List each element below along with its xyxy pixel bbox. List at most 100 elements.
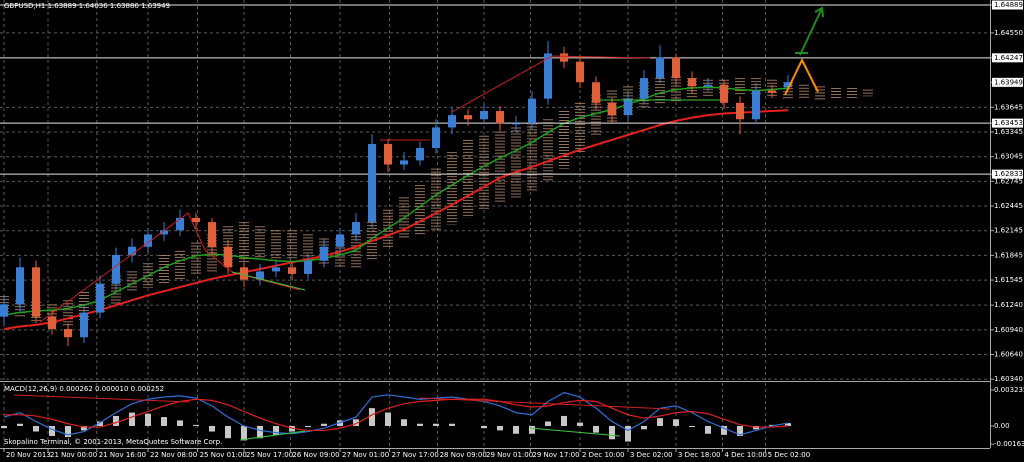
macd-histogram-bar bbox=[65, 425, 71, 438]
x-tick-label: 26 Nov 09:00 bbox=[292, 451, 339, 459]
candle-body bbox=[720, 84, 728, 103]
candle-body bbox=[176, 217, 184, 231]
macd-histogram-bar bbox=[481, 425, 487, 429]
candle-body bbox=[160, 230, 168, 235]
y-tick-label: 1.64889 bbox=[994, 1, 1023, 9]
y-tick-label: 1.60340 bbox=[994, 375, 1023, 383]
trend-line bbox=[451, 55, 651, 113]
candle-body bbox=[496, 111, 504, 124]
macd-histogram-bar bbox=[257, 425, 263, 439]
macd-histogram-bar bbox=[97, 421, 103, 426]
macd-histogram-bar bbox=[577, 422, 583, 426]
candle-body bbox=[368, 143, 376, 223]
annotations bbox=[13, 6, 824, 441]
macd-histogram-bar bbox=[657, 418, 663, 426]
chart-title: GBPUSD,H1 1.63889 1.64036 1.63886 1.6394… bbox=[4, 2, 170, 10]
macd-histogram-bar bbox=[433, 423, 439, 426]
candle-body bbox=[528, 98, 536, 124]
arrow-head bbox=[814, 6, 824, 18]
macd-histogram-bar bbox=[609, 425, 615, 440]
macd-histogram-bar bbox=[385, 412, 391, 426]
candle-body bbox=[480, 111, 488, 120]
macd-histogram-bar bbox=[449, 423, 455, 426]
y-tick-label: 1.63453 bbox=[994, 119, 1023, 127]
candle-body bbox=[624, 98, 632, 116]
macd-histogram-bar bbox=[561, 415, 567, 426]
candle-body bbox=[224, 246, 232, 268]
candle-body bbox=[64, 329, 72, 338]
macd-histogram-bar bbox=[353, 419, 359, 426]
macd-histogram-bar bbox=[529, 425, 535, 434]
candle-body bbox=[688, 78, 696, 87]
y-tick-label: 1.63949 bbox=[994, 78, 1023, 86]
candle-body bbox=[608, 102, 616, 116]
y-tick-label: 1.63345 bbox=[994, 128, 1023, 136]
y-tick-label: 1.63645 bbox=[994, 103, 1023, 111]
x-tick-label: 21 Nov 00:00 bbox=[50, 451, 97, 459]
candle-body bbox=[544, 53, 552, 99]
x-tick-label: 29 Nov 17:00 bbox=[532, 451, 579, 459]
macd-histogram-bar bbox=[225, 425, 231, 439]
candle-body bbox=[272, 267, 280, 272]
price-label-box bbox=[992, 77, 1023, 87]
x-tick-label: 22 Nov 08:00 bbox=[150, 451, 197, 459]
macd-histogram-bar bbox=[625, 425, 631, 442]
candle-body bbox=[512, 123, 520, 125]
candle-body bbox=[672, 57, 680, 79]
macd-histogram-bar bbox=[321, 423, 327, 426]
y-tick-label: 0.00 bbox=[994, 422, 1010, 430]
moving-average bbox=[3, 109, 789, 330]
candle-body bbox=[768, 90, 776, 93]
price-label-box bbox=[992, 169, 1023, 179]
y-tick-label: 1.62833 bbox=[994, 170, 1023, 178]
x-tick-label: 27 Nov 01:00 bbox=[342, 451, 389, 459]
candle-body bbox=[656, 57, 664, 79]
macd-histogram-bar bbox=[1, 425, 7, 429]
candle-body bbox=[560, 53, 568, 62]
macd-histogram-bar bbox=[113, 415, 119, 426]
footer: Skopalino Terminal, © 2001-2013, MetaQuo… bbox=[4, 438, 222, 446]
macd-histogram-bar bbox=[497, 425, 503, 431]
candle-body bbox=[352, 222, 360, 235]
x-tick-label: 21 Nov 16:00 bbox=[99, 451, 146, 459]
arrow-up bbox=[799, 7, 823, 56]
y-tick-label: 1.63045 bbox=[994, 153, 1023, 161]
x-tick-label: 4 Dec 10:00 bbox=[724, 451, 767, 459]
y-tick-label: 1.62145 bbox=[994, 227, 1023, 235]
candle-body bbox=[80, 312, 88, 338]
y-tick-label: 1.64247 bbox=[994, 54, 1023, 62]
macd-histogram-bar bbox=[513, 425, 519, 434]
candle-body bbox=[304, 260, 312, 274]
candle-body bbox=[128, 246, 136, 255]
y-tick-label: 1.61545 bbox=[994, 276, 1023, 284]
macd-histogram-bar bbox=[17, 423, 23, 426]
candle-body bbox=[592, 82, 600, 103]
candle-body bbox=[464, 115, 472, 120]
candle-body bbox=[256, 271, 264, 280]
macd-histogram-bar bbox=[49, 425, 55, 436]
candle-body bbox=[16, 267, 24, 305]
trend-line bbox=[231, 271, 306, 291]
macd-main-line bbox=[3, 391, 789, 436]
macd-histogram-bar bbox=[401, 419, 407, 426]
y-tick-label: -0.001631 bbox=[994, 440, 1024, 448]
candle-body bbox=[96, 283, 104, 313]
y-tick-label: 1.60640 bbox=[994, 351, 1023, 359]
candle-body bbox=[288, 267, 296, 274]
candle-body bbox=[48, 316, 56, 330]
x-tick-label: 27 Nov 17:00 bbox=[392, 451, 439, 459]
macd-histogram-bar bbox=[545, 421, 551, 426]
candle-body bbox=[320, 246, 328, 261]
candle-body bbox=[240, 267, 248, 280]
x-tick-label: 20 Nov 2013 bbox=[6, 451, 51, 459]
candle-body bbox=[192, 217, 200, 223]
y-tick-label: 1.61240 bbox=[994, 301, 1023, 309]
arrow-down bbox=[784, 57, 819, 96]
macd-histogram-bar bbox=[705, 425, 711, 434]
macd-histogram-bar bbox=[369, 408, 375, 426]
macd-trend bbox=[419, 397, 671, 410]
candle-body bbox=[736, 102, 744, 120]
macd-histogram-bar bbox=[721, 425, 727, 435]
y-tick-label: 1.64550 bbox=[994, 29, 1023, 37]
